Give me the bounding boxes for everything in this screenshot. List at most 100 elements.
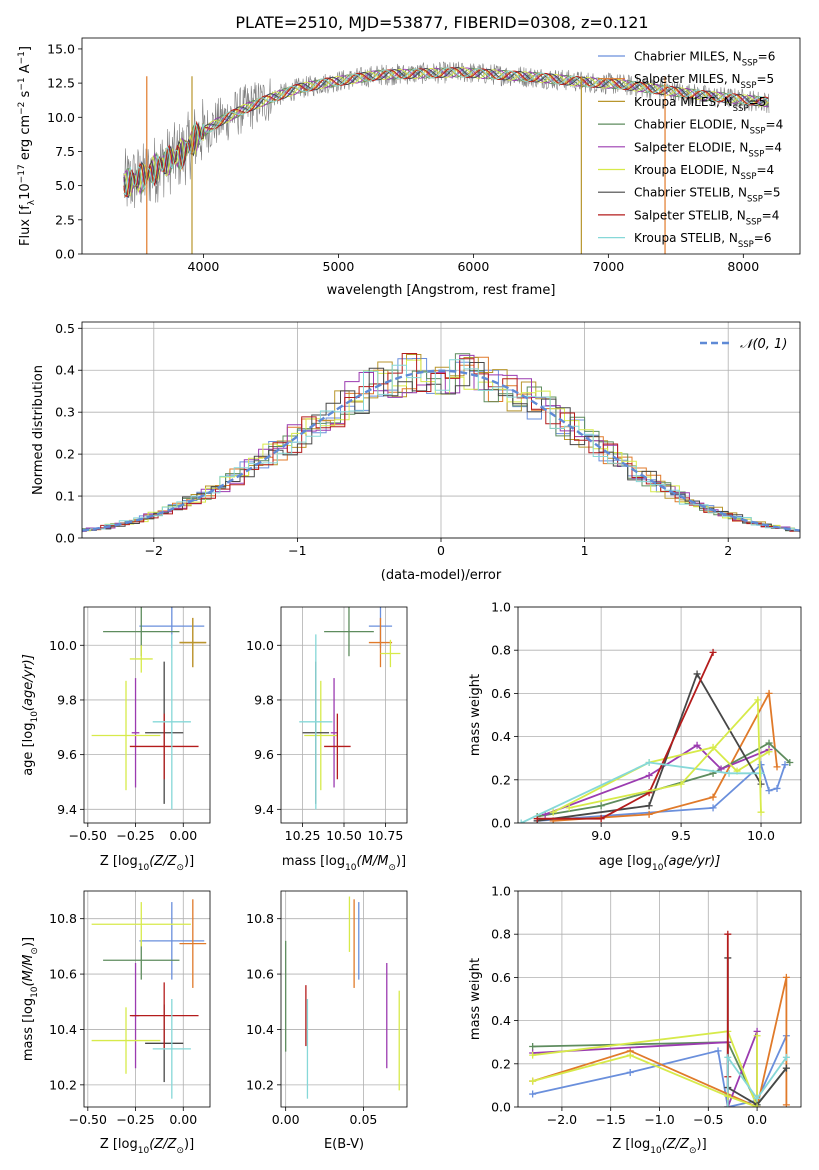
label-part: −17 [17, 164, 27, 183]
label-part: −1 [17, 51, 27, 64]
weight-marker-CS [693, 670, 701, 678]
spectrum-panel: 4000 5000 6000 7000 8000 0.0 2.5 5.0 7.5 10.0 12.5… [17, 37, 801, 298]
x-tick-label: 10.25 [285, 828, 321, 843]
legend-text: Salpeter MILES, N [634, 72, 741, 86]
x-axis-label: Z [log10(Z/Z⊙)] [100, 854, 194, 873]
weight-marker-KE [724, 1092, 732, 1100]
legend-text: Kroupa STELIB, N [634, 231, 738, 245]
label-part: 10 [650, 1146, 662, 1156]
x-tick-label: −0.25 [116, 1112, 154, 1127]
label-part: Flux [f [18, 205, 33, 246]
y-tick-label: 0.8 [491, 927, 511, 942]
y-axis-label: mass weight [468, 958, 483, 1040]
weight-marker-KS [757, 769, 765, 777]
label-part: −1 [17, 77, 27, 90]
weight-lines [529, 930, 790, 1107]
y-tick-label: 0.2 [491, 1056, 511, 1071]
weight-marker-KE [626, 1051, 634, 1059]
legend-text: Chabrier MILES, N [634, 50, 742, 64]
x-tick-label: 4000 [188, 259, 220, 274]
weight-marker-KE [529, 1077, 537, 1085]
y-tick-label: 0.0 [491, 1100, 511, 1115]
errorbar-point-SS [129, 982, 199, 1049]
legend-entry-KE: Kroupa ELODIE, NSSP=4 [634, 163, 774, 182]
y-tick-label: 2.5 [55, 212, 75, 227]
x-tick-label: −0.50 [69, 1112, 107, 1127]
x-tick-label: −2 [145, 543, 163, 558]
weight-marker-SM [765, 689, 773, 697]
y-tick-label: 12.5 [47, 76, 75, 91]
label-part: (Z/Z [149, 1137, 177, 1152]
x-tick-label: 1 [581, 543, 589, 558]
label-part: mass weight [468, 674, 483, 756]
errorbar-point-KS [152, 999, 191, 1099]
weight-marker-CM [529, 1090, 537, 1098]
y-tick-label: 15.0 [47, 41, 75, 56]
label-part: ⊙ [388, 863, 396, 873]
label-part: −2 [17, 102, 27, 115]
errorbar-point-SS [324, 713, 351, 780]
legend-nssp: =4 [762, 208, 780, 222]
weight-marker-KE [529, 1051, 537, 1059]
x-tick-label: 0.00 [272, 1112, 300, 1127]
legend-entry-normal: 𝒩(0, 1) [740, 337, 787, 352]
legend-sub: SSP [750, 127, 766, 137]
x-tick-label: −0.5 [693, 1112, 723, 1127]
y-tick-label: 10.4 [49, 1022, 77, 1037]
legend-sub: SSP [733, 104, 749, 114]
y-tick-label: 9.8 [254, 692, 274, 707]
x-tick-label: −0.25 [116, 828, 154, 843]
spectrum-y-label: Flux [fλ10−17 erg cm−2 s−1 A−1] [17, 46, 37, 246]
label-part: age [log [21, 723, 36, 776]
errorbar-point-KE [91, 902, 191, 947]
x-tick-label: 10.0 [747, 828, 775, 843]
model-spectrum-SM [123, 67, 769, 198]
y-tick-label: 10.2 [246, 1077, 274, 1092]
x-tick-label: 5000 [323, 259, 355, 274]
histogram-steps [82, 353, 800, 533]
weight-marker-CM [626, 1068, 634, 1076]
legend-entry-SS: Salpeter STELIB, NSSP=4 [634, 208, 779, 227]
errorbar-point-KE [304, 680, 338, 791]
weight-marker-CM [773, 784, 781, 792]
model-spectrum-CE [123, 67, 769, 195]
y-tick-label: 1.0 [491, 600, 511, 615]
x-tick-label: −1.5 [596, 1112, 626, 1127]
x-axis-label: E(B-V) [324, 1137, 364, 1152]
weight-line-CM [537, 763, 786, 822]
legend-text: Salpeter STELIB, N [634, 208, 746, 222]
legend-sub: SSP [741, 81, 757, 91]
x-tick-label: 0.05 [350, 1112, 378, 1127]
y-axis-label: mass [log10(M/M⊙)] [21, 937, 40, 1061]
weight-marker-KE [757, 808, 765, 816]
y-tick-label: 0.2 [491, 772, 511, 787]
weight-marker-SE [645, 771, 653, 779]
axes-frame [83, 606, 211, 824]
y-tick-label: 0.5 [55, 321, 75, 336]
axes-frame [83, 890, 211, 1108]
weight-marker-CM [709, 804, 717, 812]
x-tick-label: 8000 [727, 259, 759, 274]
label-part: Normed distribution [31, 365, 46, 495]
legend-sub: SSP [747, 195, 763, 205]
x-axis-label: Z [log10(Z/Z⊙)] [612, 1137, 706, 1156]
y-tick-label: 0.4 [491, 729, 511, 744]
y-tick-label: 0.4 [491, 1013, 511, 1028]
mass-vs-ebv-panel: 0.00 0.05 10.2 10.4 10.6 10.8 E(B-V) [246, 890, 408, 1152]
x-tick-label: 0 [437, 543, 445, 558]
weight-marker-KS [518, 819, 525, 823]
weight-lines [518, 648, 794, 823]
y-tick-label: 10.4 [246, 1022, 274, 1037]
y-tick-label: 0.4 [55, 363, 75, 378]
y-tick-label: 9.8 [57, 692, 77, 707]
weight-line-KE [569, 697, 762, 813]
label-part: 10 [345, 863, 357, 873]
x-tick-label: −2.0 [547, 1112, 577, 1127]
age-vs-metallicity-panel: −0.50 −0.25 0.009.49.69.810.0Z [log10(Z/Z⊙… [21, 606, 211, 873]
y-tick-label: 9.6 [57, 747, 77, 762]
label-part: Z [log [100, 1137, 138, 1152]
label-part: mass [log [282, 854, 345, 869]
model-spectrum-KS [123, 67, 769, 196]
